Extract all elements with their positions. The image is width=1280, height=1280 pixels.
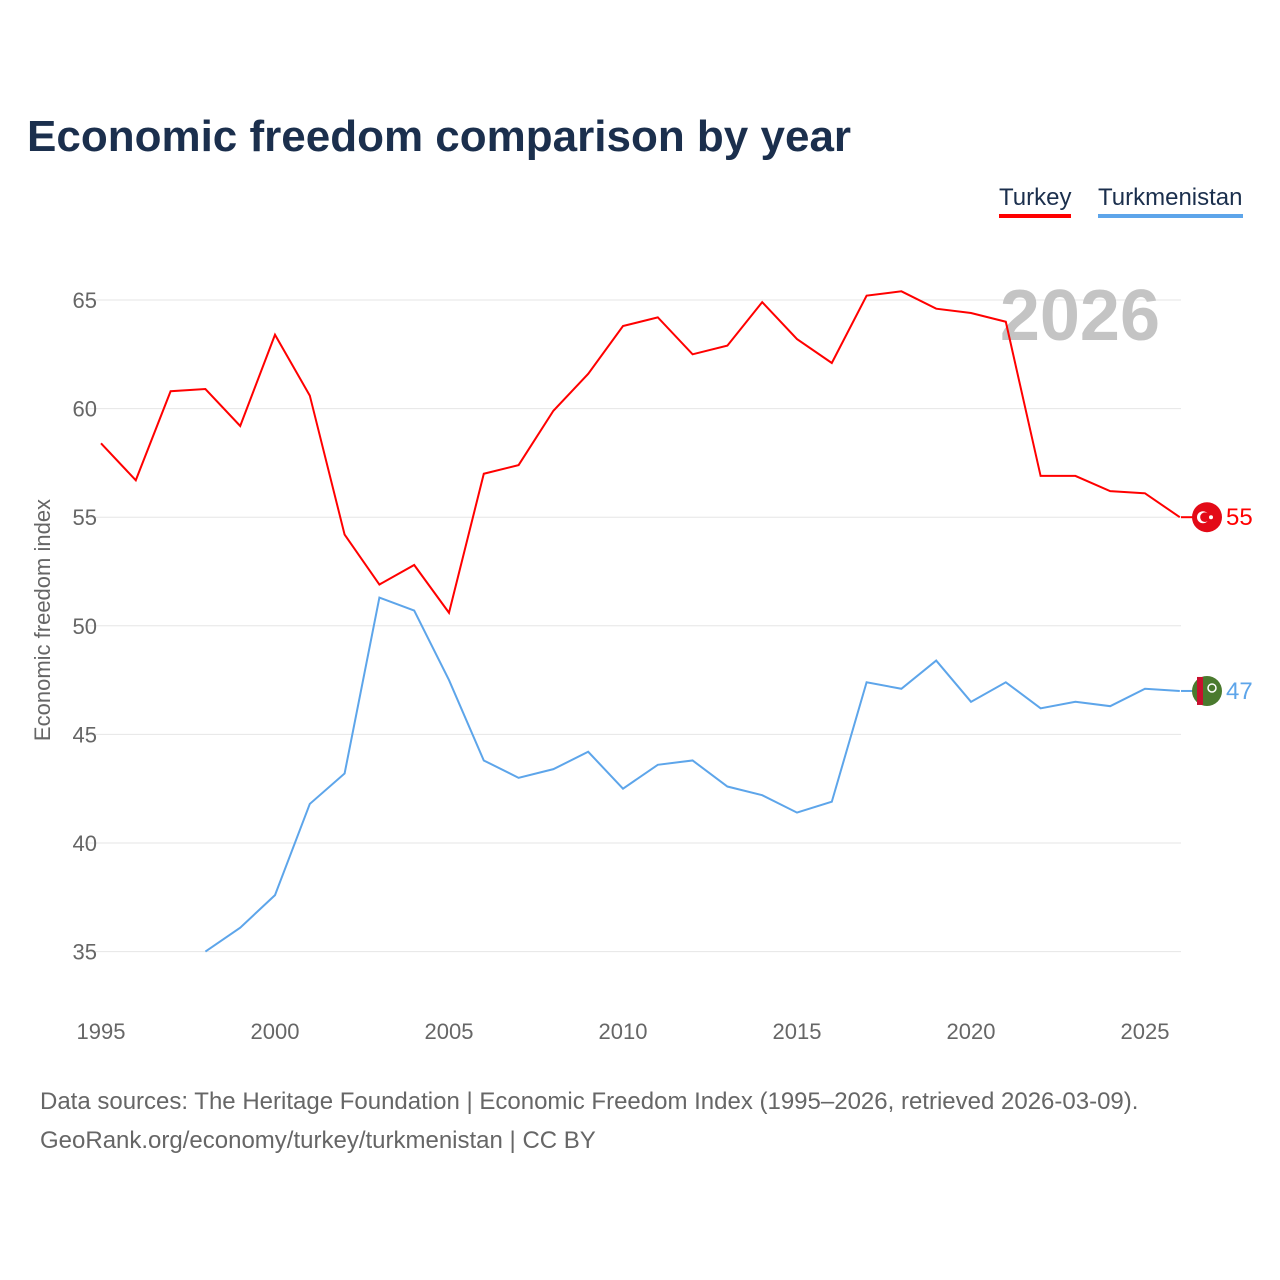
data-point bbox=[1072, 473, 1078, 479]
data-point bbox=[864, 293, 870, 299]
data-point bbox=[585, 371, 591, 377]
data-point bbox=[620, 786, 626, 792]
data-point bbox=[1038, 473, 1044, 479]
source-note: Data sources: The Heritage Foundation | … bbox=[40, 1088, 1139, 1115]
end-value-label: 55 bbox=[1226, 504, 1253, 531]
data-point bbox=[968, 699, 974, 705]
data-point bbox=[1038, 705, 1044, 711]
data-point bbox=[307, 393, 313, 399]
data-point bbox=[1142, 490, 1148, 496]
data-point bbox=[690, 351, 696, 357]
data-point bbox=[411, 608, 417, 614]
x-tick-label: 1995 bbox=[77, 1019, 126, 1044]
x-tick-label: 2000 bbox=[251, 1019, 300, 1044]
data-point bbox=[237, 423, 243, 429]
data-point bbox=[446, 610, 452, 616]
data-point bbox=[933, 658, 939, 664]
data-point bbox=[272, 332, 278, 338]
flag-crescent-cut bbox=[1200, 512, 1210, 522]
data-point bbox=[1003, 679, 1009, 685]
data-point bbox=[724, 784, 730, 790]
source-url: GeoRank.org/economy/turkey/turkmenistan … bbox=[40, 1127, 596, 1154]
data-point bbox=[307, 801, 313, 807]
data-point bbox=[342, 770, 348, 776]
flag-stripe bbox=[1197, 676, 1203, 705]
y-tick-label: 60 bbox=[73, 397, 97, 422]
data-point bbox=[516, 775, 522, 781]
x-tick-label: 2015 bbox=[773, 1019, 822, 1044]
data-point bbox=[550, 408, 556, 414]
year-watermark: 2026 bbox=[1000, 276, 1160, 356]
data-point bbox=[1072, 699, 1078, 705]
x-tick-label: 2005 bbox=[425, 1019, 474, 1044]
data-point bbox=[655, 314, 661, 320]
chart-title: Economic freedom comparison by year bbox=[27, 112, 852, 161]
data-point bbox=[202, 949, 208, 955]
data-point bbox=[655, 762, 661, 768]
x-tick-label: 2010 bbox=[599, 1019, 648, 1044]
data-point bbox=[98, 440, 104, 446]
data-point bbox=[724, 343, 730, 349]
data-point bbox=[968, 310, 974, 316]
y-tick-label: 35 bbox=[73, 940, 97, 965]
data-point bbox=[411, 562, 417, 568]
data-point bbox=[759, 299, 765, 305]
data-point bbox=[272, 892, 278, 898]
y-tick-label: 45 bbox=[73, 722, 97, 747]
turkmenistan-flag-icon bbox=[1192, 675, 1222, 706]
data-point bbox=[864, 679, 870, 685]
end-value-label: 47 bbox=[1226, 678, 1253, 705]
flag-star bbox=[1209, 515, 1213, 520]
y-tick-label: 65 bbox=[73, 288, 97, 313]
series-line-turkey bbox=[100, 290, 1181, 616]
data-point bbox=[481, 757, 487, 763]
data-point bbox=[829, 360, 835, 366]
data-point bbox=[794, 336, 800, 342]
data-point bbox=[376, 582, 382, 588]
data-point bbox=[794, 810, 800, 816]
data-point bbox=[759, 792, 765, 798]
flag-crescent bbox=[1207, 683, 1217, 693]
data-point bbox=[933, 306, 939, 312]
data-point bbox=[1107, 488, 1113, 494]
data-point bbox=[898, 288, 904, 294]
data-point bbox=[516, 462, 522, 468]
data-point bbox=[1142, 686, 1148, 692]
data-point bbox=[481, 471, 487, 477]
x-tick-label: 2025 bbox=[1121, 1019, 1170, 1044]
data-point bbox=[342, 532, 348, 538]
data-point bbox=[1107, 703, 1113, 709]
series-line-turkmenistan bbox=[204, 596, 1180, 953]
data-point bbox=[1003, 319, 1009, 325]
y-tick-label: 55 bbox=[73, 505, 97, 530]
data-point bbox=[133, 477, 139, 483]
data-point bbox=[898, 686, 904, 692]
data-point bbox=[829, 799, 835, 805]
data-point bbox=[585, 749, 591, 755]
data-point bbox=[168, 388, 174, 394]
y-tick-label: 40 bbox=[73, 831, 97, 856]
data-point bbox=[237, 925, 243, 931]
data-point bbox=[690, 757, 696, 763]
x-tick-label: 2020 bbox=[947, 1019, 996, 1044]
y-tick-label: 50 bbox=[73, 614, 97, 639]
data-point bbox=[446, 677, 452, 683]
data-point bbox=[376, 595, 382, 601]
data-point bbox=[620, 323, 626, 329]
legend-turkey[interactable]: Turkey bbox=[999, 184, 1072, 218]
legend-turkmenistan[interactable]: Turkmenistan bbox=[1098, 184, 1243, 218]
data-point bbox=[202, 386, 208, 392]
y-axis-label: Economic freedom index bbox=[30, 499, 55, 741]
data-point bbox=[550, 766, 556, 772]
